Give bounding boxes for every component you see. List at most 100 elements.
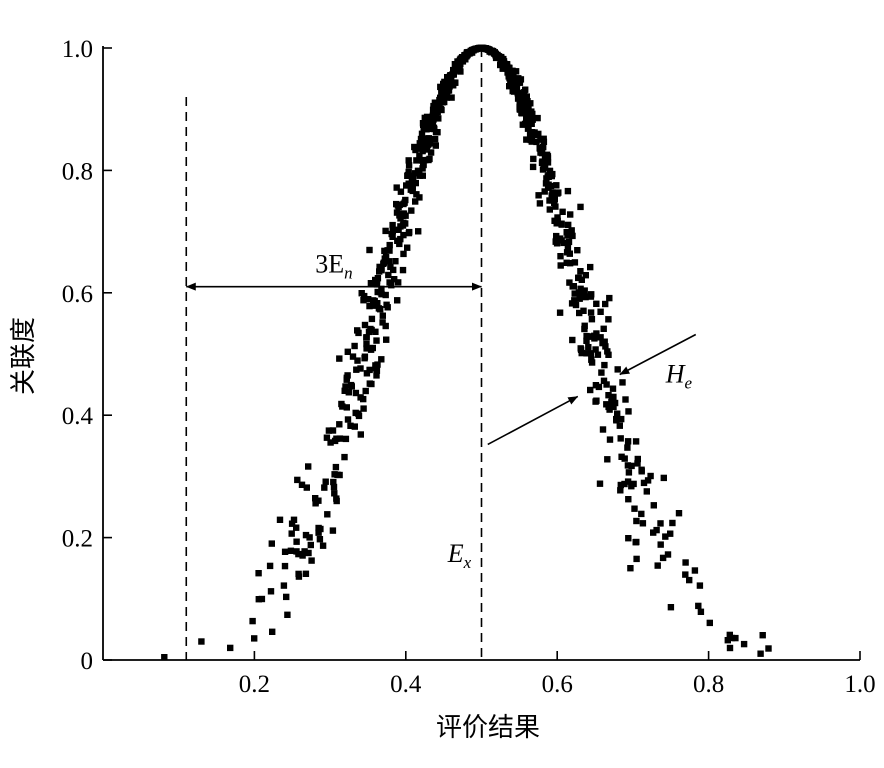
cloud-drop <box>351 342 358 350</box>
cloud-drop <box>624 444 631 451</box>
cloud-drop <box>401 199 408 206</box>
cloud-drop <box>308 557 315 564</box>
cloud-drop <box>603 381 610 388</box>
y-tick-label: 0.4 <box>62 403 94 430</box>
cloud-drop <box>255 570 262 577</box>
cloud-drop <box>400 210 408 217</box>
cloud-drop <box>410 176 417 183</box>
cloud-drop <box>299 552 306 559</box>
cloud-drop <box>581 322 588 329</box>
cloud-drop <box>506 75 513 82</box>
cloud-drop <box>427 149 435 156</box>
cloud-drop <box>411 143 418 151</box>
cloud-drop <box>363 340 370 348</box>
cloud-drop <box>495 53 503 60</box>
cloud-drop <box>647 472 654 480</box>
cloud-drop <box>529 116 536 123</box>
cloud-drop <box>400 231 407 239</box>
cloud-drop <box>535 192 542 199</box>
cloud-drop <box>524 119 532 126</box>
cloud-drop <box>358 290 365 297</box>
cloud-drop <box>613 415 620 423</box>
cloud-drop <box>466 49 474 56</box>
cloud-drop <box>417 145 424 152</box>
cloud-drop <box>281 548 289 555</box>
cloud-drop <box>506 83 513 90</box>
cloud-drop <box>378 356 385 363</box>
cloud-drop <box>639 520 647 527</box>
cloud-drop <box>551 196 558 203</box>
cloud-drop <box>388 230 395 238</box>
cloud-drop <box>376 263 383 271</box>
cloud-drop <box>341 453 348 461</box>
cloud-drop <box>448 94 455 101</box>
cloud-drop <box>302 570 310 577</box>
cloud-drop <box>377 306 384 313</box>
cloud-drop <box>541 188 548 195</box>
cloud-drop <box>600 377 608 384</box>
x-tick-label: 1.0 <box>844 671 875 698</box>
cloud-drop <box>505 64 513 71</box>
cloud-drop <box>617 487 624 494</box>
cloud-drop <box>405 162 413 169</box>
cloud-drop <box>363 345 370 352</box>
y-tick-label: 0.2 <box>62 526 93 553</box>
cloud-drop <box>500 55 507 63</box>
cloud-drop <box>267 588 275 595</box>
cloud-drop <box>341 387 348 394</box>
cloud-drop <box>330 483 338 491</box>
cloud-drop <box>415 228 422 235</box>
cloud-drop <box>544 155 552 162</box>
cloud-drop <box>577 268 584 275</box>
cloud-drop <box>696 582 704 589</box>
cloud-drop <box>732 634 739 642</box>
cloud-drop <box>397 188 405 195</box>
cloud-drop <box>759 632 766 639</box>
cloud-drop <box>516 98 523 105</box>
cloud-drop <box>418 130 426 137</box>
cloud-drop <box>542 180 550 187</box>
x-axis-ticks: 0.2 0.4 0.6 0.8 1.0 <box>239 651 876 698</box>
cloud-drop <box>447 74 454 82</box>
cloud-drop <box>450 71 457 78</box>
cloud-drop <box>544 159 552 166</box>
cloud-drop <box>409 182 416 189</box>
cloud-drop <box>525 113 532 121</box>
cloud-drop <box>290 516 298 523</box>
cloud-drop <box>633 538 640 546</box>
cloud-drop <box>582 272 589 279</box>
cloud-drop <box>373 372 380 379</box>
cloud-drop <box>557 262 564 269</box>
cloud-drop <box>368 315 376 323</box>
cloud-drop <box>249 617 256 625</box>
cloud-drop <box>488 48 496 55</box>
cloud-drop <box>660 474 667 482</box>
cloud-drop <box>386 279 393 286</box>
cloud-drop <box>389 221 396 229</box>
cloud-drop <box>416 172 423 179</box>
cloud-drop <box>251 635 258 642</box>
cloud-drop <box>393 209 401 216</box>
cloud-drop <box>597 334 604 341</box>
cloud-drop <box>366 366 373 374</box>
cloud-drop <box>554 214 561 221</box>
cloud-drop <box>379 319 386 326</box>
cloud-drop <box>354 357 361 364</box>
cloud-drop <box>650 529 657 536</box>
cloud-drop <box>539 158 546 165</box>
cloud-drop <box>456 64 463 71</box>
cloud-drop <box>617 435 624 442</box>
cloud-drop <box>295 550 302 558</box>
cloud-drop <box>516 79 524 86</box>
cloud-drop <box>431 125 438 133</box>
cloud-drop <box>404 244 411 251</box>
cloud-drop <box>617 481 624 489</box>
cloud-drop <box>484 45 491 53</box>
cloud-drop <box>372 276 379 284</box>
cloud-drop <box>587 350 594 357</box>
cloud-drop <box>525 123 532 130</box>
cloud-drop <box>594 351 602 358</box>
cloud-drop <box>283 593 290 601</box>
cloud-drop <box>355 412 363 420</box>
cloud-drop <box>426 155 433 163</box>
